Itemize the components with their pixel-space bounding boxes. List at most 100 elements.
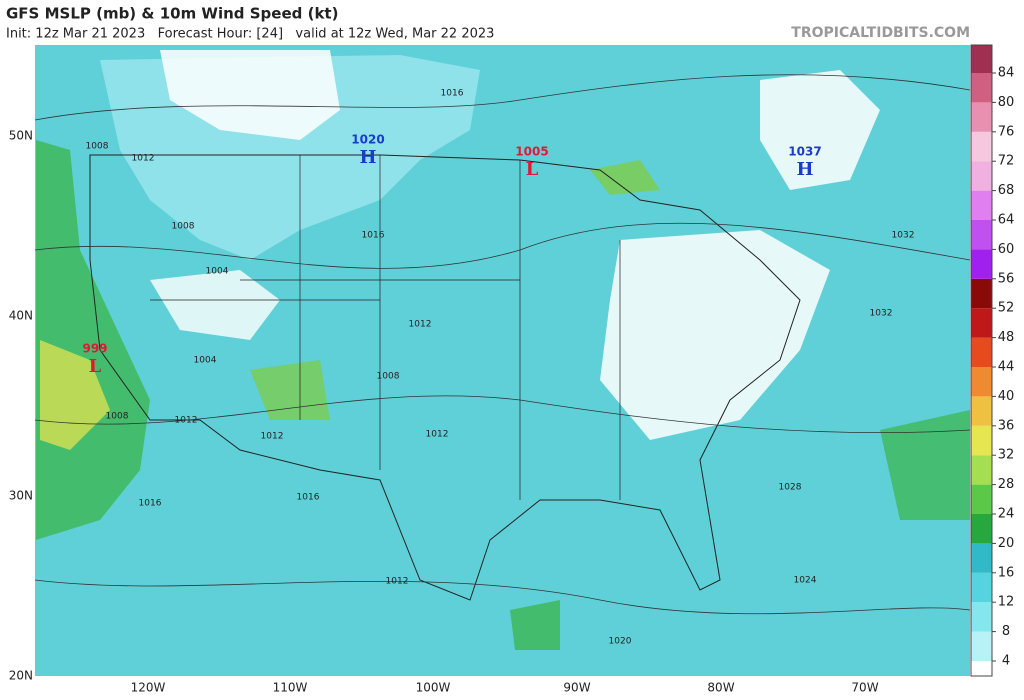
colorbar-segment	[971, 337, 992, 367]
center-letter: L	[89, 356, 102, 377]
isobar	[34, 74, 971, 615]
center-letter: L	[526, 159, 539, 180]
lon-label: 90W	[563, 681, 590, 695]
colorbar-label: 32	[998, 448, 1015, 463]
colorbar-segment	[971, 308, 992, 338]
title: GFS MSLP (mb) & 10m Wind Speed (kt)	[6, 5, 338, 23]
subtitle: Init: 12z Mar 21 2023 Forecast Hour: [24…	[6, 27, 494, 42]
colorbar-label: 16	[998, 565, 1015, 580]
colorbar-segment	[971, 249, 992, 279]
colorbar-label: 8	[1002, 624, 1010, 639]
center-pressure: 1037	[788, 145, 821, 159]
center-letter: H	[359, 147, 376, 168]
colorbar-label: 72	[998, 154, 1015, 169]
isobar-label: 1020	[609, 637, 632, 647]
colorbar-segment	[971, 278, 992, 309]
colorbar-label: 64	[998, 213, 1015, 228]
site-name: TROPICALTIDBITS.COM	[791, 25, 970, 41]
center-pressure: 1020	[351, 133, 384, 147]
strong-wind	[510, 600, 560, 650]
strong-wind	[250, 360, 330, 420]
isobar-label: 1008	[106, 412, 129, 422]
colorbar-label: 48	[998, 330, 1015, 345]
colorbar-segment	[971, 543, 992, 573]
colorbar-frame	[970, 44, 993, 677]
colorbar-segment	[971, 161, 992, 191]
lat-label: 40N	[9, 309, 33, 323]
isobar-label: 1016	[139, 499, 162, 509]
isobar-label: 1012	[261, 432, 284, 442]
isobar-label: 1004	[206, 267, 229, 277]
lon-label: 110W	[273, 681, 308, 695]
colorbar-segment	[971, 514, 992, 544]
colorbar-label: 44	[998, 360, 1015, 375]
isobar-label: 1032	[870, 309, 893, 319]
isobar-label: 1016	[297, 493, 320, 503]
colorbar-segment	[971, 602, 992, 632]
isobar-label: 1024	[794, 576, 817, 586]
colorbar-label: 80	[998, 95, 1015, 110]
colorbar-label: 76	[998, 124, 1015, 139]
colorbar-segment	[971, 131, 992, 162]
colorbar-label: 28	[998, 477, 1015, 492]
colorbar-label: 56	[998, 271, 1015, 286]
colorbar-label: 12	[998, 595, 1015, 610]
colorbar-label: 24	[998, 507, 1015, 522]
colorbar-segment	[971, 73, 992, 103]
colorbar-segment	[971, 631, 992, 661]
isobar-label: 1004	[194, 356, 217, 366]
colorbar-label: 68	[998, 183, 1015, 198]
isobar-label: 1008	[172, 222, 195, 232]
colorbar-segment	[971, 190, 992, 220]
colorbar-segment	[971, 102, 992, 132]
isobar-label: 1012	[426, 430, 449, 440]
isobar-label: 1012	[175, 416, 198, 426]
colorbar-segment	[971, 484, 992, 514]
coastline	[89, 154, 801, 601]
colorbar-segment	[971, 367, 992, 397]
strong-wind	[590, 160, 660, 195]
isobar-label: 1016	[362, 231, 385, 241]
isobar-label: 1032	[892, 231, 915, 241]
colorbar-label: 36	[998, 418, 1015, 433]
isobar-label: 1016	[441, 89, 464, 99]
colorbar-label: 20	[998, 536, 1015, 551]
isobar-label: 1008	[86, 142, 109, 152]
state-borders	[150, 155, 621, 500]
colorbar-label: 40	[998, 389, 1015, 404]
center-pressure: 1005	[515, 145, 548, 159]
isobar-label: 1012	[409, 320, 432, 330]
lat-label: 30N	[9, 489, 33, 503]
colorbar-label: 84	[998, 66, 1015, 81]
colorbar-segment	[971, 220, 992, 250]
calm-area	[150, 270, 280, 340]
center-pressure: 999	[82, 342, 107, 356]
isobar-label: 1008	[377, 372, 400, 382]
colorbar-segment	[971, 455, 992, 485]
lat-label: 20N	[9, 669, 33, 683]
isobar-label: 1012	[386, 577, 409, 587]
isobar-label: 1012	[132, 154, 155, 164]
isobar-label: 1028	[779, 483, 802, 493]
colorbar-label: 4	[1002, 654, 1010, 669]
lon-label: 100W	[416, 681, 451, 695]
colorbar-segment	[971, 572, 992, 603]
lat-label: 50N	[9, 129, 33, 143]
calm-area	[600, 230, 830, 440]
colorbar-label: 60	[998, 242, 1015, 257]
lon-label: 70W	[851, 681, 878, 695]
colorbar-segment	[971, 45, 992, 73]
colorbar-label: 52	[998, 301, 1015, 316]
map-area	[34, 45, 971, 676]
calm-area	[160, 50, 340, 140]
colorbar-segment	[971, 396, 992, 426]
lon-label: 80W	[707, 681, 734, 695]
calm-area	[760, 70, 880, 190]
center-letter: H	[796, 159, 813, 180]
lon-label: 120W	[131, 681, 166, 695]
strong-wind	[880, 410, 970, 520]
colorbar-segment	[971, 425, 992, 456]
colorbar-segment	[971, 661, 992, 676]
